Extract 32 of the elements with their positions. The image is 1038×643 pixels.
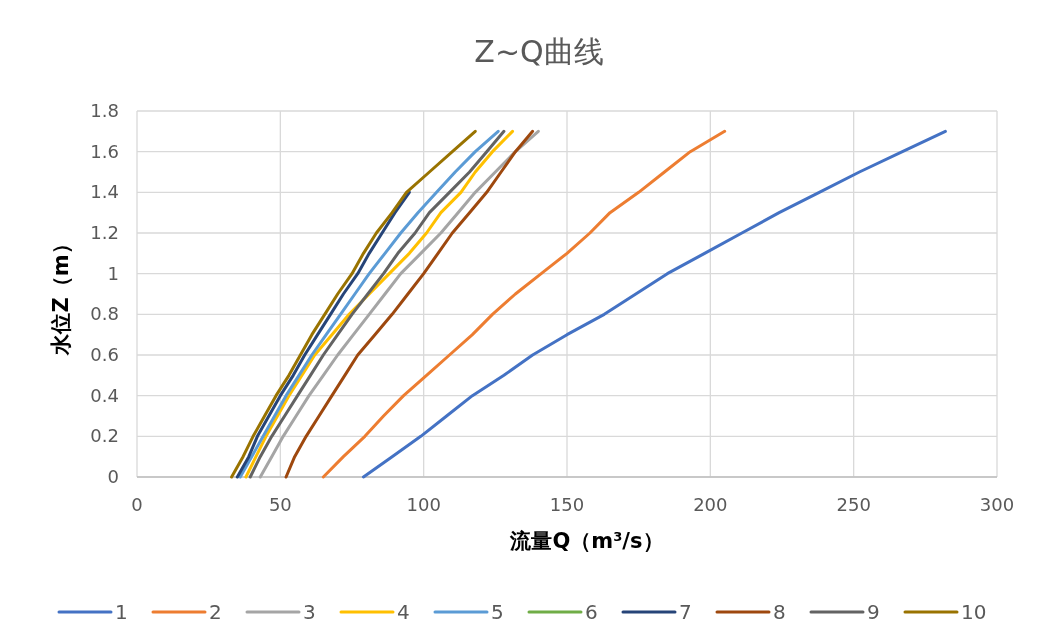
x-tick-label: 0 bbox=[131, 494, 143, 515]
legend-label: 4 bbox=[397, 600, 410, 624]
legend-label: 6 bbox=[585, 600, 598, 624]
x-tick-label: 100 bbox=[406, 494, 441, 515]
y-axis-title: 水位Z（m） bbox=[49, 233, 73, 356]
chart-title: Z~Q曲线 bbox=[474, 34, 604, 69]
line-series bbox=[235, 190, 411, 479]
legend-label: 9 bbox=[867, 600, 880, 624]
legend-label: 7 bbox=[679, 600, 692, 624]
x-tick-label: 200 bbox=[693, 494, 728, 515]
y-tick-label: 0.8 bbox=[90, 303, 119, 325]
x-tick-label: 50 bbox=[268, 494, 292, 515]
line-series bbox=[321, 129, 727, 479]
y-tick-label: 0.4 bbox=[90, 384, 119, 406]
x-tick-label: 150 bbox=[549, 494, 585, 515]
y-tick-label: 0.6 bbox=[90, 344, 119, 365]
y-tick-label: 0 bbox=[107, 466, 119, 487]
y-tick-label: 1.6 bbox=[90, 140, 119, 162]
legend-label: 8 bbox=[773, 600, 786, 624]
legend-label: 2 bbox=[209, 600, 222, 624]
legend-label: 5 bbox=[491, 600, 504, 624]
x-tick-label: 300 bbox=[979, 494, 1015, 515]
x-tick-label: 250 bbox=[836, 494, 871, 515]
legend-label: 3 bbox=[303, 600, 316, 624]
y-tick-label: 1 bbox=[107, 262, 119, 284]
legend-label: 10 bbox=[961, 600, 987, 624]
line-series bbox=[361, 129, 947, 479]
y-tick-label: 0.2 bbox=[90, 425, 119, 447]
y-tick-label: 1.4 bbox=[90, 181, 119, 203]
y-tick-label: 1.2 bbox=[90, 222, 119, 243]
x-axis-title: 流量Q（m³/s） bbox=[509, 529, 664, 553]
y-tick-label: 1.8 bbox=[90, 100, 119, 121]
